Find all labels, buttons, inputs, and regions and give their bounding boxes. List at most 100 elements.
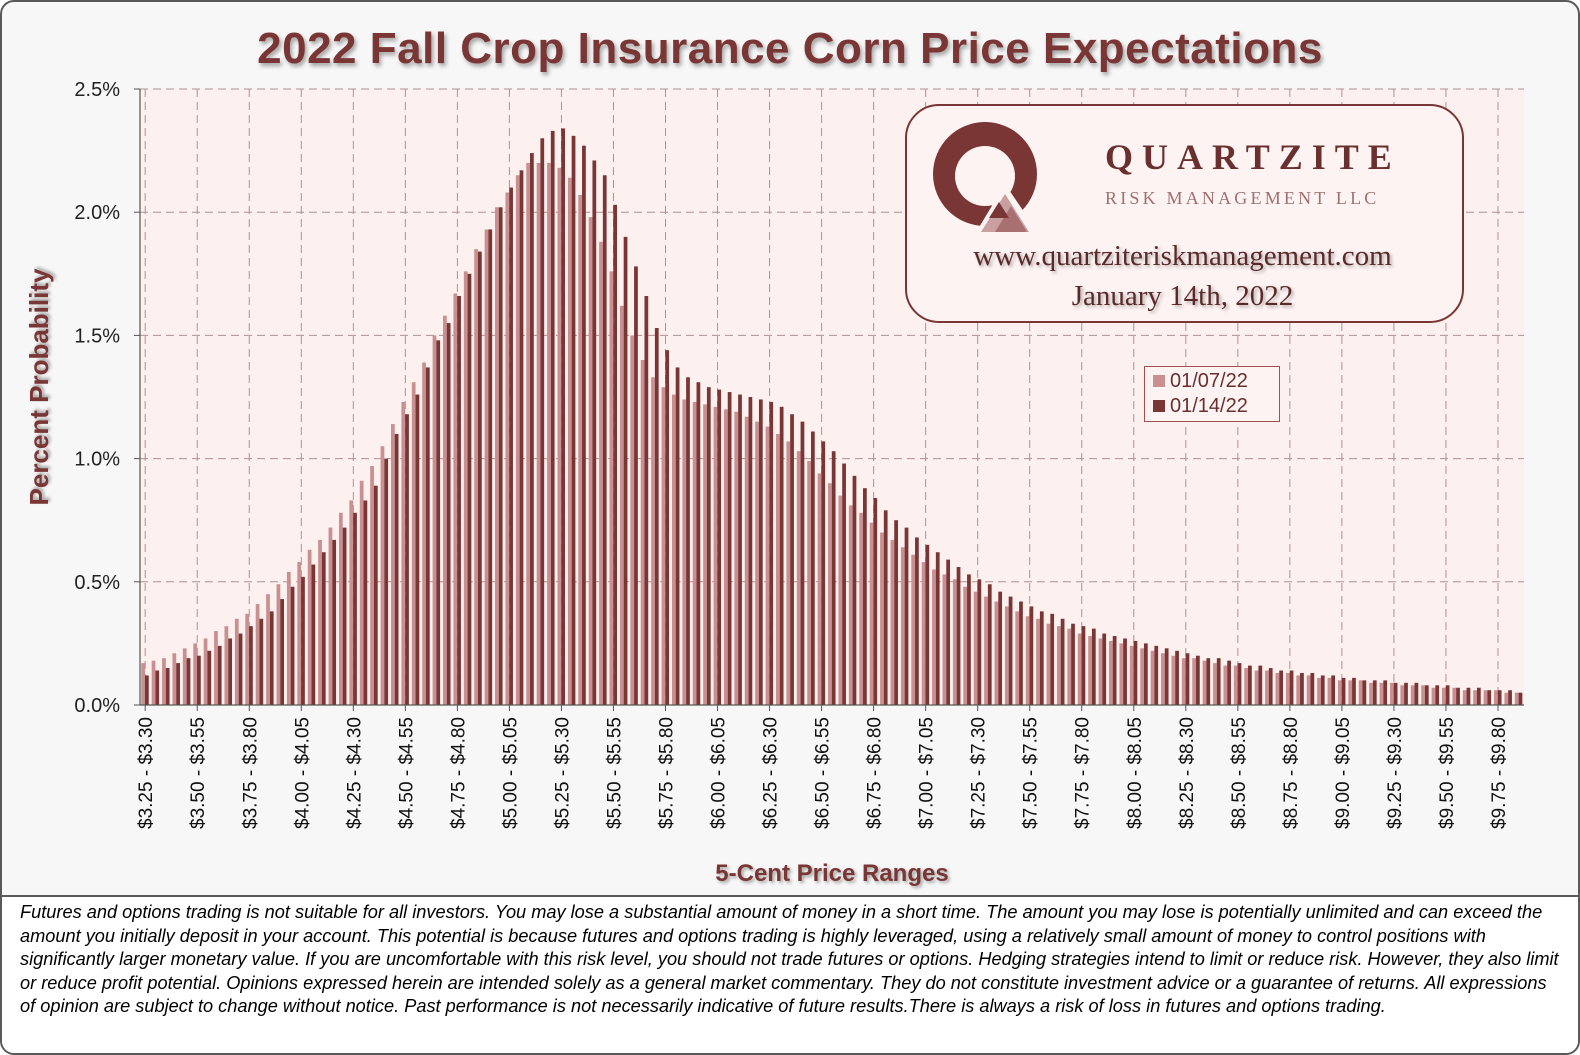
website-url[interactable]: www.quartziteriskmanagement.com	[973, 240, 1392, 272]
bar-series-1	[228, 638, 232, 705]
legend-label-0107: 01/07/22	[1170, 370, 1248, 392]
bar-series-1	[779, 406, 784, 705]
bar-series-0	[1098, 638, 1103, 705]
bar-series-1	[623, 236, 628, 705]
bar-series-1	[1227, 660, 1231, 705]
bar-series-0	[349, 500, 354, 705]
bar-series-1	[425, 367, 430, 705]
disclaimer-panel: Futures and options trading is not suita…	[2, 895, 1578, 1053]
bar-series-1	[1487, 690, 1492, 705]
bar-series-1	[696, 382, 701, 705]
bar-series-0	[1275, 672, 1280, 705]
bar-series-1	[977, 579, 982, 705]
bar-series-1	[769, 401, 774, 705]
bar-series-0	[1504, 692, 1509, 705]
x-tick-label: $7.75 - $7.80	[1073, 717, 1094, 829]
bar-series-1	[852, 475, 857, 705]
x-tick-label: $5.75 - $5.80	[657, 717, 678, 829]
bar-series-0	[536, 162, 541, 706]
bar-series-1	[1008, 596, 1013, 705]
bar-series-1	[1445, 685, 1450, 705]
bar-series-1	[1352, 677, 1356, 705]
bar-series-0	[266, 594, 270, 705]
bar-series-1	[457, 295, 461, 705]
bar-series-0	[255, 603, 260, 705]
y-tick-label: 1.0%	[74, 449, 120, 471]
legend-label-0114: 01/14/22	[1170, 395, 1248, 417]
bar-series-0	[484, 229, 489, 705]
bar-series-0	[193, 643, 198, 705]
bar-series-0	[1067, 628, 1072, 705]
bar-series-1	[1393, 682, 1398, 705]
bar-series-0	[224, 626, 229, 705]
bar-series-0	[338, 512, 343, 705]
bar-series-0	[318, 539, 322, 705]
bar-series-0	[640, 360, 645, 705]
bar-series-0	[755, 421, 759, 705]
bar-series-0	[1452, 687, 1457, 705]
bar-series-0	[1358, 680, 1363, 705]
bar-series-1	[321, 552, 326, 705]
bar-series-0	[1223, 665, 1228, 705]
x-tick-label: $7.00 - $7.05	[917, 717, 938, 829]
bar-series-1	[332, 539, 337, 705]
x-tick-label: $9.75 - $9.80	[1489, 717, 1510, 829]
x-tick-label: $3.75 - $3.80	[240, 717, 261, 829]
bar-series-0	[682, 399, 687, 705]
bar-series-1	[842, 463, 846, 705]
bar-series-0	[1015, 611, 1020, 705]
bar-series-0	[984, 596, 988, 705]
bar-series-0	[1025, 616, 1030, 705]
bar-series-0	[1150, 650, 1155, 705]
bar-series-0	[838, 495, 843, 705]
bar-series-1	[217, 645, 222, 705]
bar-series-1	[467, 273, 472, 705]
x-tick-label: $4.75 - $4.80	[448, 717, 469, 829]
bar-series-1	[1341, 677, 1346, 705]
report-date: January 14th, 2022	[1071, 280, 1294, 312]
bar-series-0	[703, 404, 707, 705]
bar-series-1	[1154, 645, 1159, 705]
bar-series-1	[311, 564, 316, 705]
bar-series-1	[810, 431, 815, 705]
bar-series-1	[1248, 665, 1252, 705]
bar-series-1	[1372, 680, 1377, 705]
bar-series-1	[831, 451, 836, 705]
bar-series-0	[1483, 690, 1488, 705]
bar-series-0	[963, 586, 968, 705]
bar-series-1	[249, 626, 253, 705]
bar-series-0	[1244, 668, 1249, 705]
bar-series-0	[1181, 658, 1186, 705]
bar-series-1	[1237, 663, 1242, 705]
bar-series-0	[1369, 682, 1373, 705]
bar-series-1	[644, 295, 649, 705]
bar-series-0	[786, 441, 791, 705]
bar-series-1	[301, 576, 305, 705]
bar-series-0	[307, 549, 312, 705]
bar-series-1	[1196, 655, 1200, 705]
bar-series-1	[1320, 675, 1325, 705]
bar-series-0	[994, 601, 999, 705]
y-tick-label: 0.0%	[74, 695, 120, 717]
bar-series-1	[582, 145, 586, 706]
brand-subtitle: RISK MANAGEMENT LLC	[1105, 188, 1380, 208]
bar-series-1	[363, 500, 368, 705]
bar-series-1	[1091, 628, 1096, 705]
bar-series-1	[207, 650, 212, 705]
bar-series-0	[651, 377, 655, 705]
x-tick-label: $8.50 - $8.55	[1229, 717, 1250, 829]
bar-series-1	[259, 618, 264, 705]
bar-series-1	[1476, 687, 1481, 705]
bar-series-1	[1029, 606, 1034, 705]
legend: 01/07/22 01/14/22	[1144, 366, 1280, 422]
x-tick-label: $5.25 - $5.30	[552, 717, 573, 829]
bar-series-0	[234, 618, 239, 705]
bar-series-1	[238, 633, 243, 705]
bar-series-1	[165, 668, 170, 705]
bar-series-1	[197, 655, 201, 705]
x-tick-label: $4.50 - $4.55	[396, 717, 417, 829]
bar-series-0	[932, 569, 936, 705]
x-tick-label: $8.75 - $8.80	[1281, 717, 1302, 829]
legend-swatch-light	[1153, 375, 1165, 387]
